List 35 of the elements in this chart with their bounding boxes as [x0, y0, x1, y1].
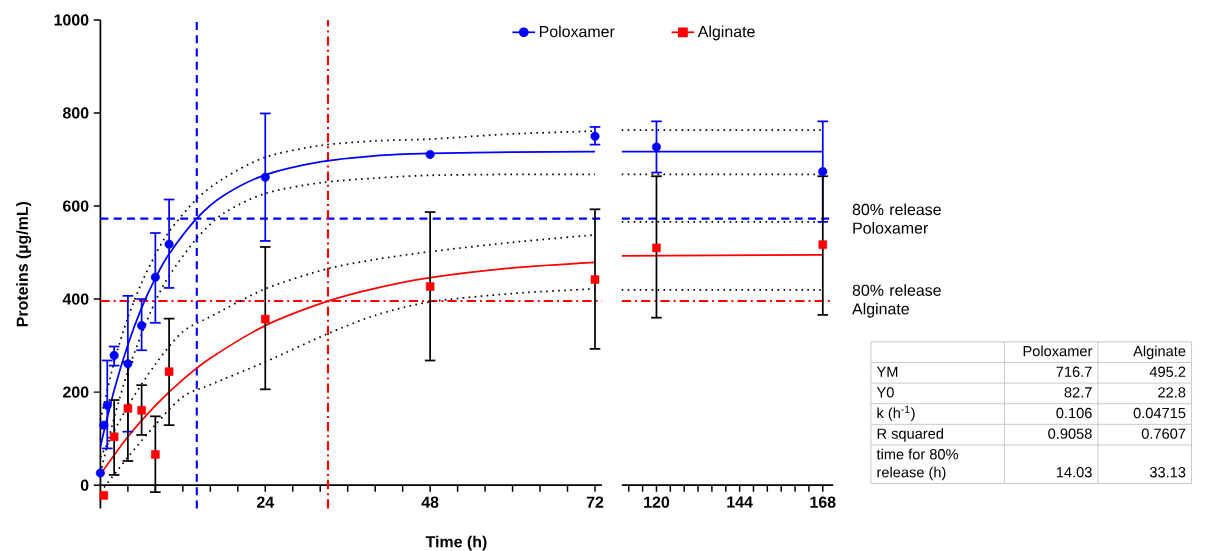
category-label: YM — [876, 366, 898, 377]
x-tick-label: 24 — [256, 496, 275, 508]
category-label: R squared — [877, 427, 944, 442]
y-tick-label: 600 — [63, 200, 89, 212]
category-label: Y0 — [876, 387, 894, 398]
y-tick-label: 0 — [80, 479, 89, 491]
category-label: k (h$^{-1}$) — [877, 405, 915, 421]
y-tick-label: 200 — [63, 386, 89, 398]
x-tick-label: 72 — [586, 496, 604, 508]
y-tick-label: 1000 — [54, 14, 89, 26]
x-tick-label: 120 — [644, 496, 670, 508]
text: 14.03 — [1056, 466, 1092, 478]
text: 22.8 — [1158, 387, 1186, 398]
ref-line-label: 80% release Alginate — [852, 284, 941, 318]
legend-label: Alginate — [697, 25, 755, 41]
text: 0.04715 — [1133, 407, 1186, 419]
x-tick-label: 144 — [727, 496, 753, 508]
x-tick-label: 168 — [810, 496, 836, 508]
text: 0.7607 — [1141, 428, 1186, 439]
text: 0.106 — [1056, 407, 1092, 419]
x-tick-label: 48 — [421, 496, 439, 508]
category-label: Poloxamer — [1023, 345, 1093, 357]
y-tick-label: 800 — [62, 107, 89, 119]
x-axis-title: Time (h) — [425, 535, 487, 551]
category-label: Alginate — [1133, 345, 1186, 360]
ref-line-label: 80% release Poloxamer — [852, 203, 941, 234]
category-label: time for 80% release (h) — [876, 448, 959, 481]
y-tick-label: 400 — [62, 293, 89, 305]
text: 716.7 — [1056, 366, 1092, 377]
text: 495.2 — [1149, 366, 1186, 377]
y-axis-title: Proteins (µg/mL) — [16, 201, 32, 327]
text: 0.9058 — [1048, 428, 1092, 439]
text: 33.13 — [1149, 466, 1186, 478]
legend-label: Poloxamer — [539, 25, 615, 38]
text: 82.7 — [1064, 387, 1092, 398]
